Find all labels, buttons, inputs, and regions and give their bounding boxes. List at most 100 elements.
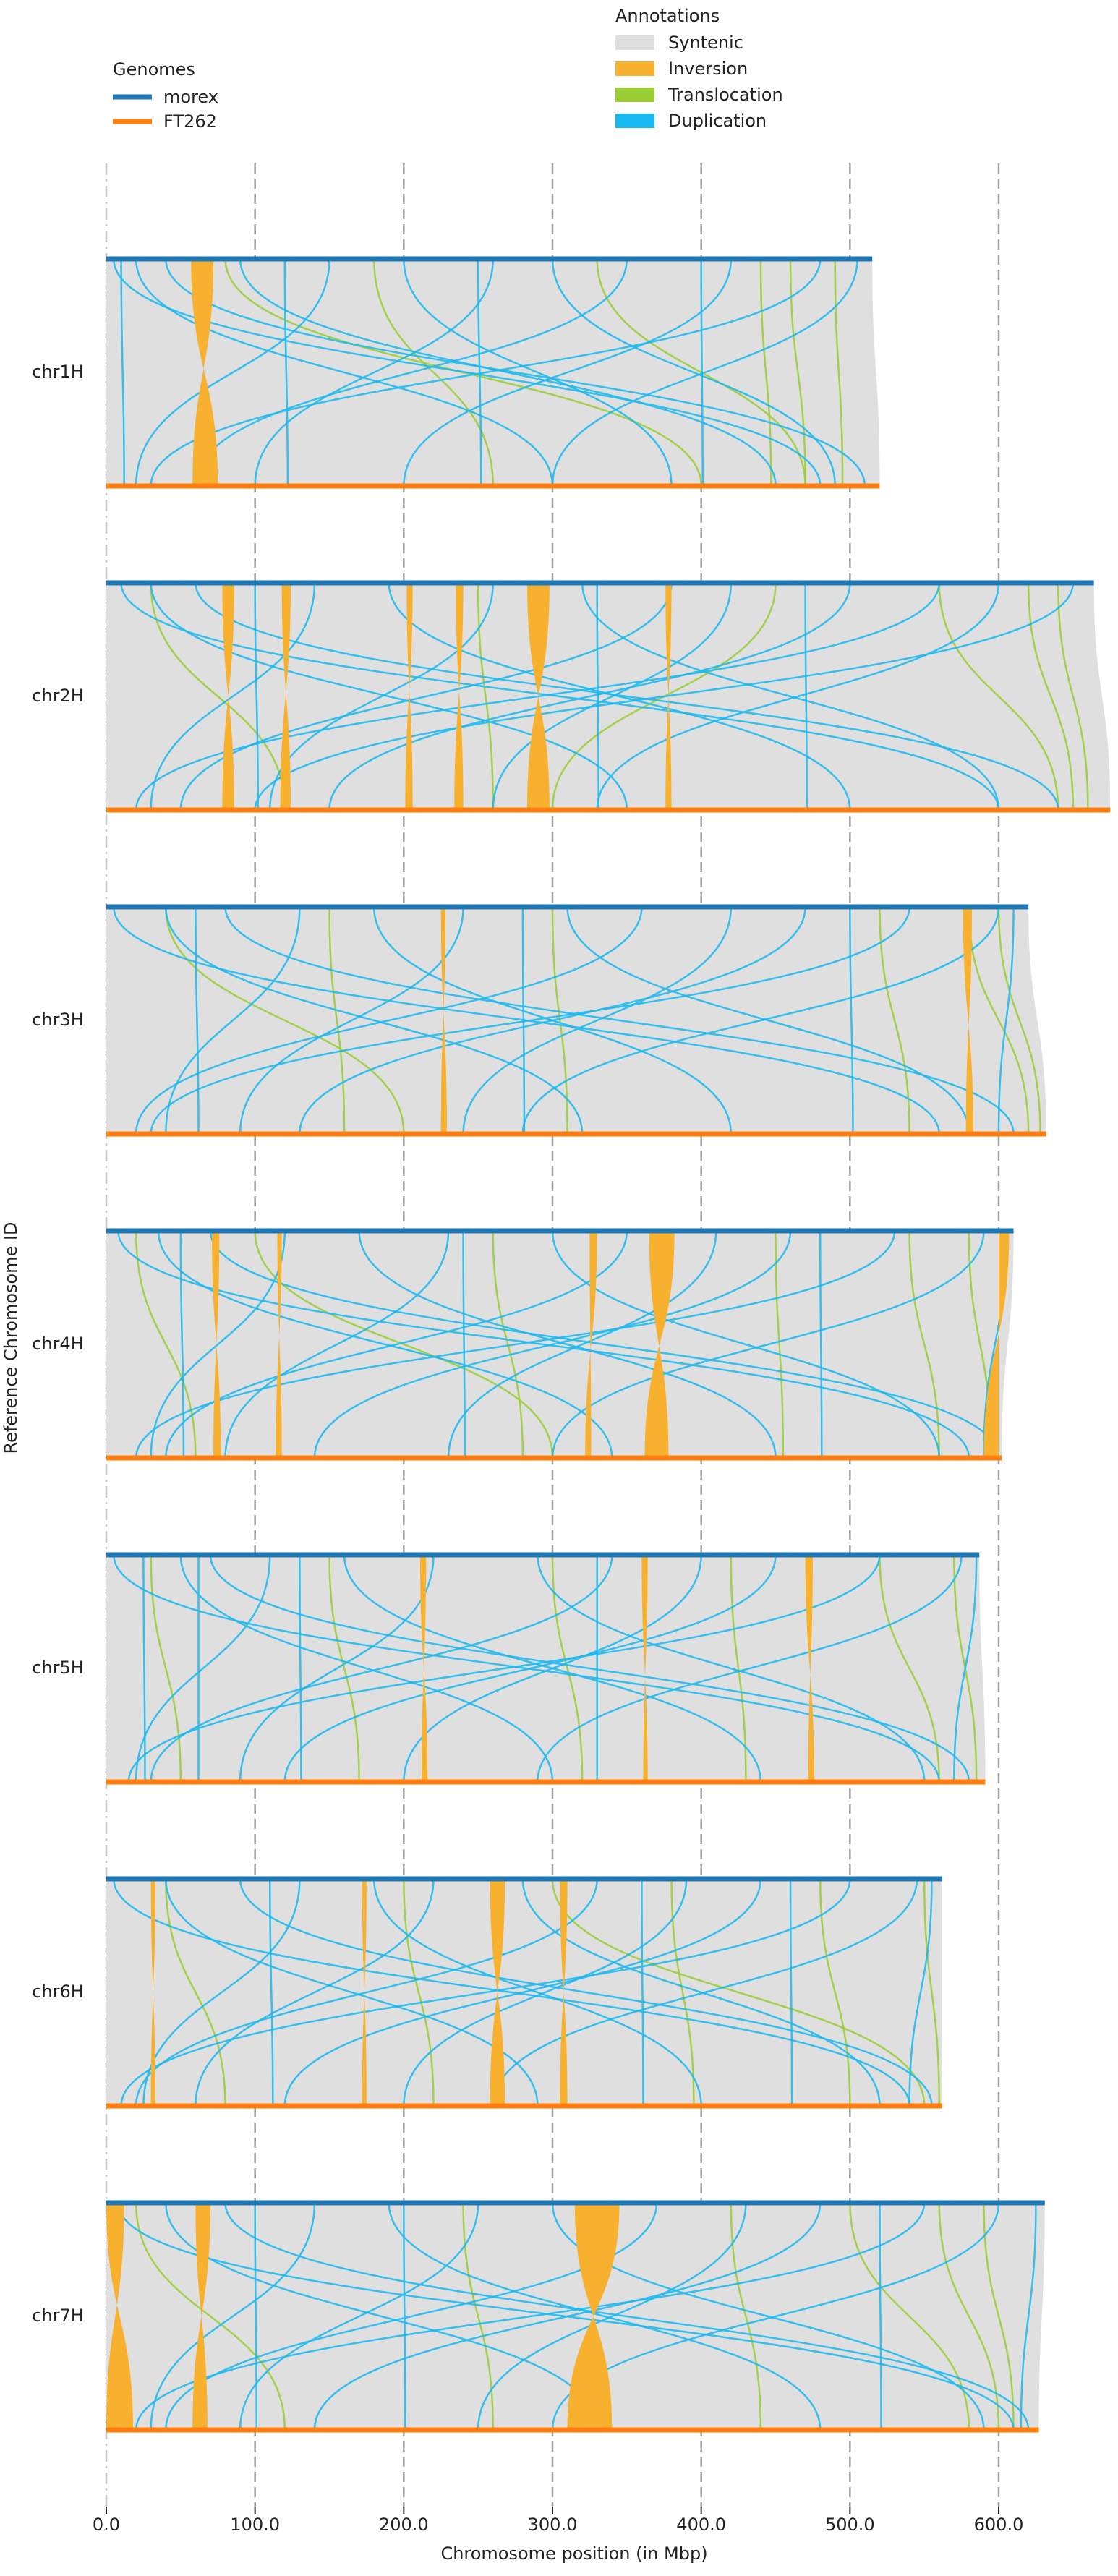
inversion-region (192, 2203, 210, 2430)
inversion-region (805, 1555, 814, 1782)
plot-area (106, 256, 1111, 2433)
translocation-link (938, 2202, 1000, 2431)
duplication-link (388, 2202, 822, 2431)
syntenic-region (106, 2203, 1045, 2430)
duplication-link (283, 258, 289, 487)
translocation-link (775, 1230, 785, 1459)
duplication-link (165, 1230, 628, 1459)
legend-label: Syntenic (668, 33, 743, 53)
y-tick-label: chr4H (32, 1334, 84, 1354)
x-tick-label: 500.0 (825, 2515, 875, 2535)
inversion-region (527, 583, 550, 810)
duplication-link (566, 906, 970, 1135)
y-axis-label: Reference Chromosome ID (1, 1221, 21, 1454)
duplication-link (179, 1230, 185, 1459)
duplication-link (462, 906, 733, 1135)
translocation-link (328, 1554, 360, 1783)
duplication-link (403, 258, 673, 487)
x-tick-label: 100.0 (230, 2515, 280, 2535)
legend-title: Genomes (113, 59, 195, 80)
translocation-link (328, 906, 346, 1135)
duplication-link (135, 906, 643, 1135)
duplication-link (135, 2202, 926, 2431)
duplication-link (150, 906, 910, 1135)
legend-swatch (615, 88, 654, 102)
duplication-link (477, 258, 482, 487)
inversion-region (419, 1555, 428, 1782)
translocation-link (819, 1878, 851, 2107)
translocation-link (165, 1878, 226, 2107)
y-tick-label: chr7H (32, 2306, 84, 2326)
axes: Chromosome position (in Mbp) Reference C… (1, 6, 1023, 2564)
duplication-link (953, 1554, 978, 1783)
duplication-link (150, 582, 316, 811)
duplication-link (157, 1230, 613, 1459)
duplication-link (224, 2202, 1030, 2431)
translocation-link (551, 906, 568, 1135)
inversion-region (222, 583, 234, 810)
translocation-link (492, 1230, 524, 1459)
duplication-link (120, 258, 125, 487)
legend-label: Translocation (667, 85, 783, 105)
x-tick-label: 0.0 (93, 2515, 120, 2535)
duplication-link (1020, 2202, 1037, 2431)
inversion-region (963, 907, 974, 1134)
translocation-link (789, 258, 806, 487)
inversion-region (150, 1879, 155, 2106)
duplication-link (537, 1554, 963, 1783)
duplication-link (492, 582, 733, 811)
inversion-region (106, 2203, 134, 2430)
translocation-link (983, 2202, 1015, 2431)
inversion-region (644, 1231, 675, 1458)
duplication-link (254, 258, 494, 487)
duplication-link (551, 258, 858, 487)
x-axis-label: Chromosome position (in Mbp) (440, 2543, 707, 2564)
duplication-link (789, 1878, 793, 2107)
translocation-link (551, 1554, 584, 1783)
legend-swatch (615, 114, 654, 128)
syntenic-region (106, 1555, 986, 1782)
duplication-link (150, 1554, 613, 1783)
duplication-link (209, 1230, 1000, 1459)
duplication-link (113, 258, 822, 487)
translocation-link (908, 1230, 940, 1459)
inversion-region (362, 1879, 367, 2106)
duplication-link (299, 1554, 302, 1783)
duplication-link (239, 2202, 479, 2431)
translocation-link (997, 906, 1041, 1135)
x-tick-label: 200.0 (379, 2515, 429, 2535)
duplication-link (551, 1230, 985, 1459)
duplication-link (120, 1878, 851, 2107)
inversion-region (641, 1555, 648, 1782)
duplication-link (113, 1878, 910, 2107)
translocation-link (759, 258, 772, 487)
duplication-link (165, 906, 584, 1135)
duplication-link (135, 1230, 896, 1459)
legend-label: morex (163, 87, 218, 107)
translocation-link (879, 906, 910, 1135)
duplication-link (477, 2202, 747, 2431)
duplication-link (165, 906, 301, 1135)
y-tick-label: chr3H (32, 1010, 84, 1030)
duplication-link (492, 1878, 918, 2107)
duplication-link (372, 1878, 702, 2107)
translocation-link (834, 258, 844, 487)
duplication-link (224, 906, 1015, 1135)
legend-swatch (615, 61, 654, 76)
y-tick-label: chr1H (32, 362, 84, 382)
y-tick-label: chr5H (32, 1658, 84, 1678)
inversion-region (665, 583, 672, 810)
translocation-link (135, 2202, 286, 2431)
translocation-link (135, 1230, 197, 1459)
syntenic-region (106, 1231, 1014, 1458)
duplication-link (120, 582, 1000, 811)
inversion-region (567, 2203, 620, 2430)
translocation-link (968, 906, 1030, 1135)
duplication-link (521, 906, 526, 1135)
duplication-link (150, 258, 822, 487)
inversion-region (560, 1879, 568, 2106)
inversion-region (405, 583, 413, 810)
duplication-link (596, 582, 1000, 811)
duplication-link (254, 582, 1075, 811)
